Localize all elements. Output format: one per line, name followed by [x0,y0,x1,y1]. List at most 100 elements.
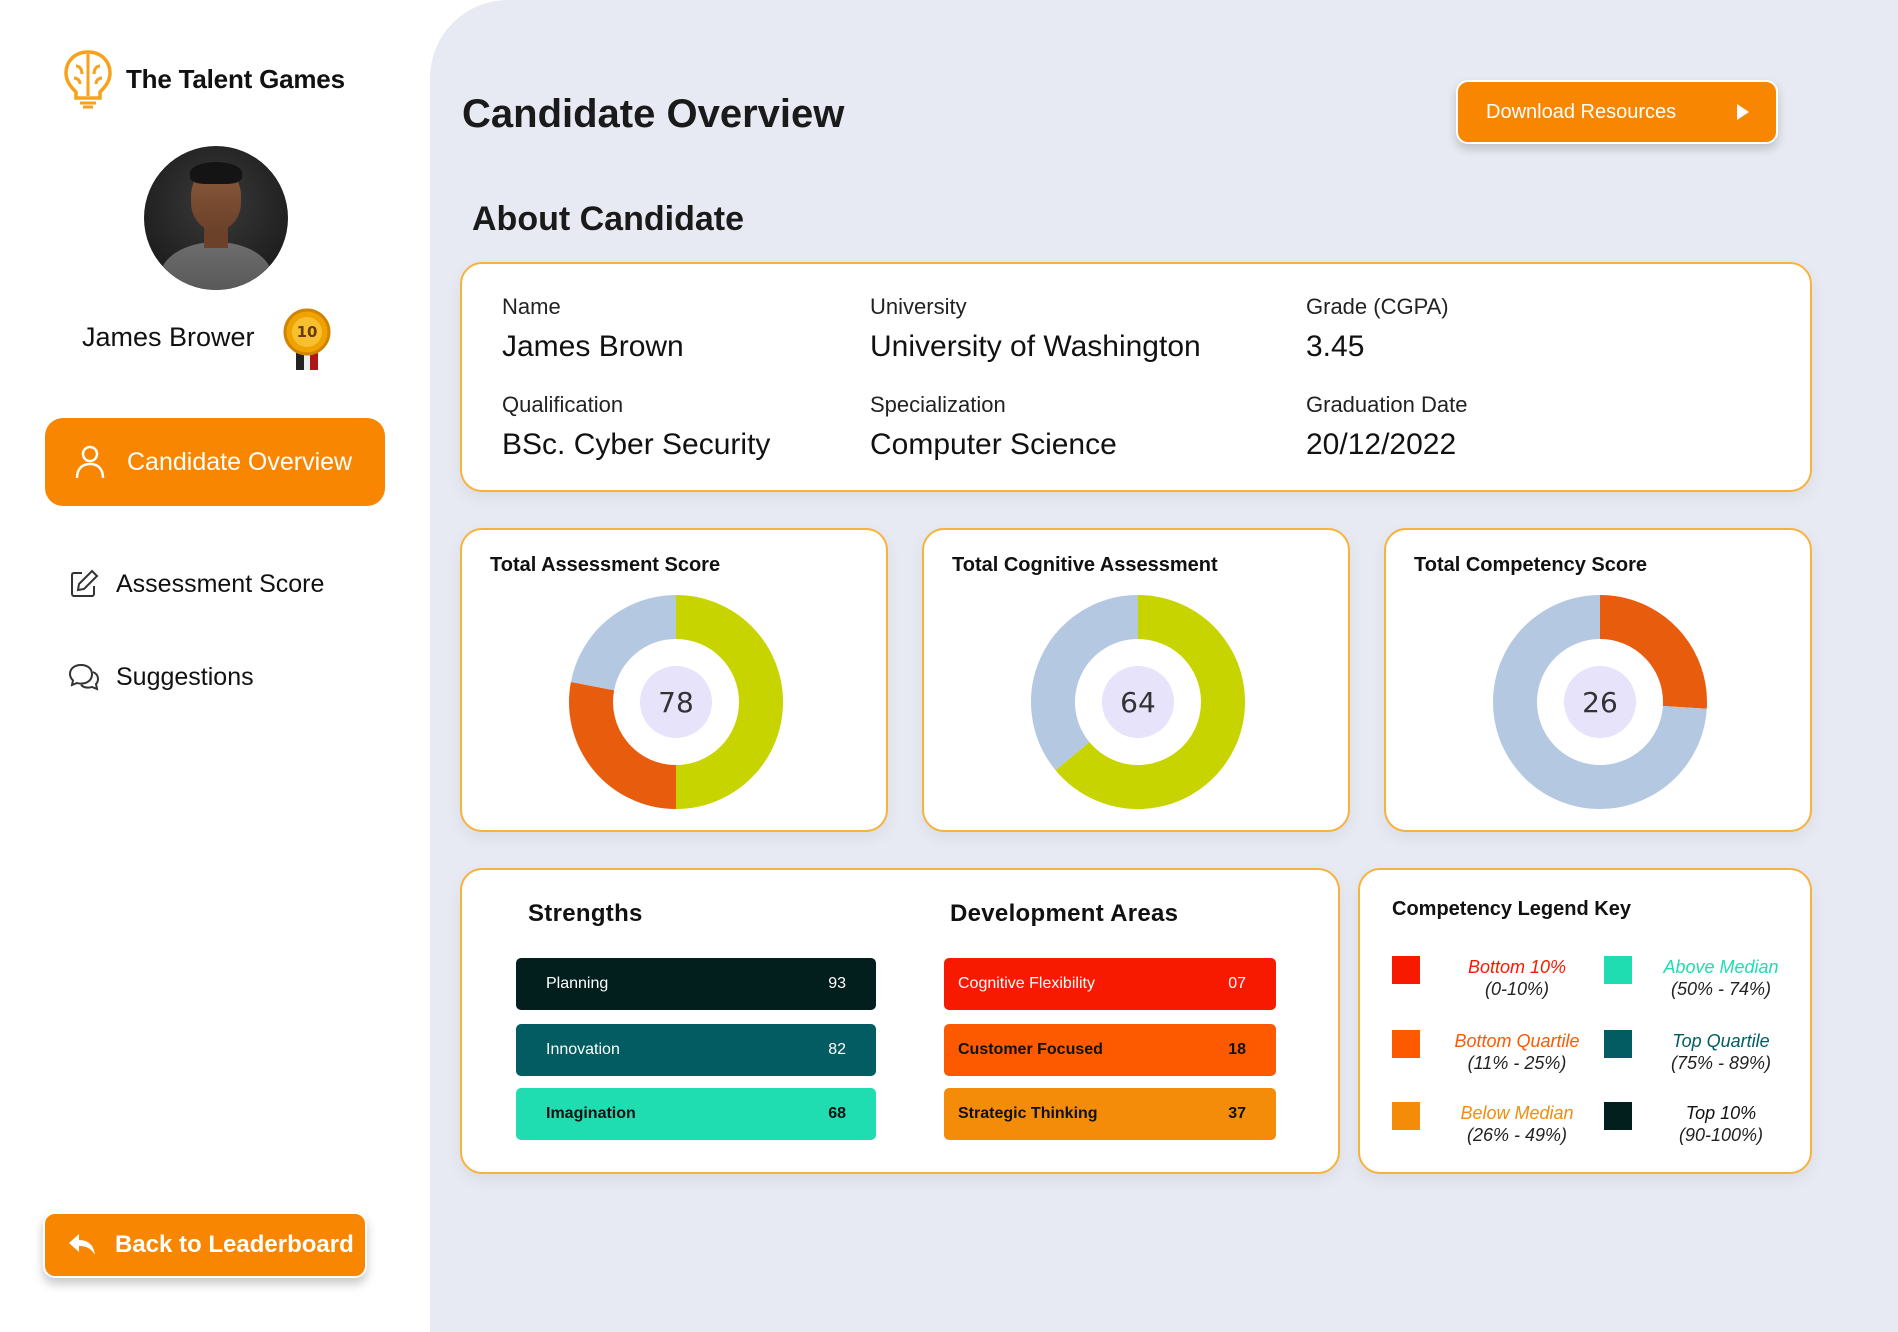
legend-item: Top 10% (90-100%) [1636,1102,1806,1146]
reply-arrow-icon [69,1234,95,1255]
qualification-value: BSc. Cyber Security [502,428,771,461]
cognitive-donut-chart: 64 [1031,595,1245,809]
legend-label: Above Median [1663,957,1779,977]
name-value: James Brown [502,330,684,363]
field-graduation: Graduation Date 20/12/2022 [1306,392,1467,462]
edit-icon [71,569,99,597]
legend-label: Bottom Quartile [1454,1031,1580,1051]
chart-title: Total Assessment Score [490,554,721,576]
strength-label: Imagination [546,1105,636,1122]
donut-slice-green[interactable] [1055,595,1245,809]
graduation-value: 20/12/2022 [1306,428,1457,461]
name-label: Name [502,294,561,319]
development-bar[interactable]: Cognitive Flexibility 07 [944,958,1276,1010]
legend-item: Above Median (50% - 74%) [1636,956,1806,1000]
competency-donut-chart: 26 [1493,595,1707,809]
legend-label: Bottom 10% [1467,957,1567,977]
development-value: 07 [1228,975,1246,992]
donut-slice-remaining[interactable] [1031,595,1139,771]
sidebar: The Talent Games James Brower 10 Candida… [0,0,430,1332]
donut-center-value: 78 [658,686,694,719]
donut-slice-green[interactable] [675,595,783,809]
legend-swatch [1604,956,1632,984]
strength-label: Innovation [546,1041,620,1058]
legend-label: Top Quartile [1672,1031,1770,1051]
donut-slice-orange[interactable] [1599,595,1707,709]
assessment-donut-chart: 78 [569,595,783,809]
strength-value: 82 [828,1041,846,1058]
development-bar[interactable]: Strategic Thinking 37 [944,1088,1276,1140]
university-value: University of Washington [870,330,1201,363]
nav-suggestions[interactable]: Suggestions [68,662,254,692]
profile-name: James Brower [82,322,255,352]
chat-bubbles-icon [68,663,100,691]
graduation-label: Graduation Date [1306,392,1468,417]
legend-label: Below Median [1460,1103,1574,1123]
back-to-leaderboard-button[interactable]: Back to Leaderboard [43,1212,367,1278]
development-label: Cognitive Flexibility [958,975,1095,992]
total-assessment-card: Total Assessment Score 78 [460,528,888,832]
legend-item: Top Quartile (75% - 89%) [1636,1030,1806,1074]
strength-bar[interactable]: Planning 93 [516,958,876,1010]
specialization-label: Specialization [870,392,1006,417]
grade-label: Grade (CGPA) [1306,294,1449,319]
development-value: 18 [1228,1041,1246,1058]
donut-center [1564,666,1636,738]
play-arrow-icon [1737,104,1749,120]
field-specialization: Specialization Computer Science [870,392,1117,462]
legend-swatch [1392,1102,1420,1130]
field-university: University University of Washington [870,294,1201,364]
qualification-label: Qualification [502,392,624,417]
legend-swatch [1604,1030,1632,1058]
university-label: University [870,294,967,319]
donut-slice-orange[interactable] [569,681,677,809]
brand-logo[interactable]: The Talent Games [62,48,345,110]
field-name: Name James Brown [502,294,684,364]
legend-swatch [1392,956,1420,984]
nav-suggestions-label: Suggestions [116,662,254,691]
brain-bulb-icon [64,50,112,109]
strength-label: Planning [546,975,609,992]
legend-range: (90-100%) [1678,1125,1764,1145]
donut-slice-remaining[interactable] [1493,595,1707,809]
download-resources-button[interactable]: Download Resources [1456,80,1778,144]
field-grade: Grade (CGPA) 3.45 [1306,294,1449,364]
donut-center-value: 26 [1582,686,1618,719]
grade-value: 3.45 [1306,330,1365,363]
legend-range: (75% - 89%) [1670,1053,1772,1073]
download-resources-label: Download Resources [1486,100,1677,123]
page-title: Candidate Overview [462,92,845,136]
medal-badge-icon: 10 [283,308,331,370]
strength-bar[interactable]: Imagination 68 [516,1088,876,1140]
nav-candidate-overview-label: Candidate Overview [127,447,353,476]
legend-label: Top 10% [1685,1103,1757,1123]
legend-range: (50% - 74%) [1670,979,1772,999]
donut-center [640,666,712,738]
strength-value: 93 [828,975,846,992]
back-to-leaderboard-label: Back to Leaderboard [115,1231,354,1258]
brand-name: The Talent Games [126,63,345,94]
development-label: Customer Focused [958,1041,1103,1058]
legend-range: (0-10%) [1484,979,1550,999]
nav-assessment-score[interactable]: Assessment Score [68,568,324,600]
strength-bar[interactable]: Innovation 82 [516,1024,876,1076]
donut-slice-remaining[interactable] [570,595,677,692]
legend-swatch [1392,1030,1420,1058]
strengths-development-card: Strengths Development Areas Planning 93 … [460,868,1340,1174]
total-competency-card: Total Competency Score 26 [1384,528,1812,832]
user-icon [75,445,105,479]
legend-swatch [1604,1102,1632,1130]
about-candidate-title: About Candidate [472,200,744,238]
total-cognitive-card: Total Cognitive Assessment 64 [922,528,1350,832]
development-value: 37 [1228,1105,1246,1122]
nav-assessment-score-label: Assessment Score [116,569,325,598]
strengths-title: Strengths [528,900,643,927]
development-title: Development Areas [950,900,1179,927]
development-bar[interactable]: Customer Focused 18 [944,1024,1276,1076]
chart-title: Total Competency Score [1414,554,1648,576]
avatar [144,146,288,290]
field-qualification: Qualification BSc. Cyber Security [502,392,770,462]
main-content: Candidate Overview Download Resources Ab… [430,0,1898,1332]
nav-candidate-overview[interactable]: Candidate Overview [45,418,385,506]
strength-value: 68 [828,1105,846,1122]
